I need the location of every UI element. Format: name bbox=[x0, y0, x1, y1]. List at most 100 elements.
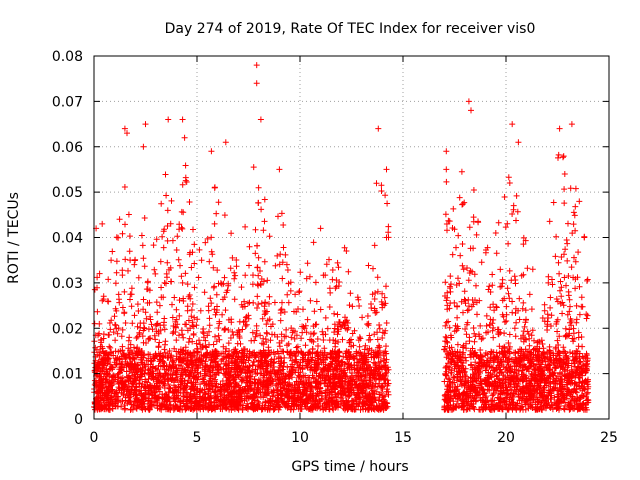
data-point bbox=[201, 372, 208, 379]
data-point bbox=[153, 321, 160, 328]
data-point bbox=[346, 302, 353, 309]
data-point bbox=[298, 335, 305, 342]
data-point bbox=[281, 354, 288, 361]
data-point bbox=[250, 299, 257, 306]
data-point bbox=[225, 316, 232, 323]
data-point bbox=[470, 187, 477, 193]
data-point bbox=[196, 337, 202, 344]
data-point bbox=[276, 261, 283, 268]
data-point bbox=[254, 305, 260, 311]
data-point bbox=[284, 364, 291, 371]
data-point bbox=[553, 233, 560, 240]
data-point bbox=[175, 348, 182, 355]
data-point bbox=[139, 333, 146, 340]
data-point bbox=[362, 342, 369, 349]
data-point bbox=[278, 337, 285, 344]
data-point bbox=[307, 364, 314, 371]
data-point bbox=[382, 192, 389, 199]
data-point bbox=[345, 268, 352, 275]
data-point bbox=[578, 294, 585, 301]
data-point bbox=[154, 366, 161, 373]
data-point bbox=[182, 321, 188, 328]
data-point bbox=[343, 318, 350, 325]
data-point bbox=[557, 278, 564, 285]
data-point bbox=[516, 295, 523, 302]
data-point bbox=[169, 301, 175, 308]
data-point bbox=[255, 301, 262, 308]
data-point bbox=[246, 243, 253, 250]
data-point bbox=[173, 337, 180, 344]
data-point bbox=[250, 359, 257, 366]
data-point bbox=[454, 341, 461, 348]
data-point bbox=[251, 337, 258, 344]
data-point bbox=[215, 325, 222, 331]
data-point bbox=[568, 264, 575, 271]
data-point bbox=[509, 211, 516, 217]
data-point bbox=[255, 199, 262, 206]
data-point bbox=[374, 329, 381, 336]
data-point bbox=[207, 295, 214, 302]
data-point bbox=[493, 304, 500, 311]
data-point bbox=[191, 284, 198, 291]
data-point bbox=[182, 162, 189, 169]
data-point bbox=[511, 325, 518, 332]
data-point bbox=[199, 329, 206, 335]
data-point bbox=[371, 296, 378, 302]
data-point bbox=[271, 366, 278, 373]
data-point bbox=[191, 260, 198, 267]
data-point bbox=[283, 261, 290, 268]
data-point bbox=[111, 313, 118, 320]
data-point bbox=[302, 342, 309, 349]
data-points bbox=[91, 62, 592, 413]
data-point bbox=[186, 199, 193, 205]
data-point bbox=[379, 335, 386, 341]
data-point bbox=[579, 343, 586, 350]
data-point bbox=[274, 348, 281, 355]
data-point bbox=[229, 328, 236, 335]
data-point bbox=[143, 286, 150, 293]
data-point bbox=[313, 393, 320, 400]
data-point bbox=[164, 259, 171, 266]
data-point bbox=[252, 226, 259, 233]
data-point bbox=[167, 264, 174, 271]
data-point bbox=[572, 185, 579, 192]
data-point bbox=[495, 219, 502, 226]
data-point bbox=[212, 311, 219, 318]
data-point bbox=[212, 333, 218, 340]
data-point bbox=[524, 265, 531, 272]
data-point bbox=[501, 330, 508, 337]
data-point bbox=[254, 242, 260, 249]
data-point bbox=[254, 264, 261, 271]
data-point bbox=[304, 260, 311, 267]
data-point bbox=[331, 310, 338, 317]
data-point bbox=[383, 320, 390, 326]
data-point bbox=[211, 306, 218, 313]
data-point bbox=[100, 331, 107, 338]
chart-title: Day 274 of 2019, Rate Of TEC Index for r… bbox=[165, 21, 536, 37]
data-point bbox=[137, 387, 144, 394]
data-point bbox=[107, 326, 114, 333]
data-point bbox=[258, 276, 265, 282]
data-point bbox=[497, 266, 504, 273]
data-point bbox=[152, 270, 159, 277]
data-point bbox=[284, 291, 291, 298]
data-point bbox=[190, 330, 197, 337]
data-point bbox=[545, 273, 552, 280]
data-point bbox=[162, 349, 168, 356]
data-point bbox=[241, 298, 248, 305]
data-point bbox=[193, 340, 200, 347]
data-point bbox=[360, 360, 367, 367]
grid-lines bbox=[94, 56, 609, 419]
data-point bbox=[115, 291, 122, 298]
data-point bbox=[357, 396, 364, 403]
data-point bbox=[263, 329, 270, 336]
data-point bbox=[157, 258, 164, 265]
data-point bbox=[137, 320, 144, 327]
data-point bbox=[565, 220, 571, 227]
data-point bbox=[506, 331, 513, 338]
data-point bbox=[154, 309, 161, 316]
data-point bbox=[249, 329, 256, 336]
data-point bbox=[201, 289, 208, 296]
data-point bbox=[141, 324, 147, 331]
data-point bbox=[573, 302, 580, 309]
